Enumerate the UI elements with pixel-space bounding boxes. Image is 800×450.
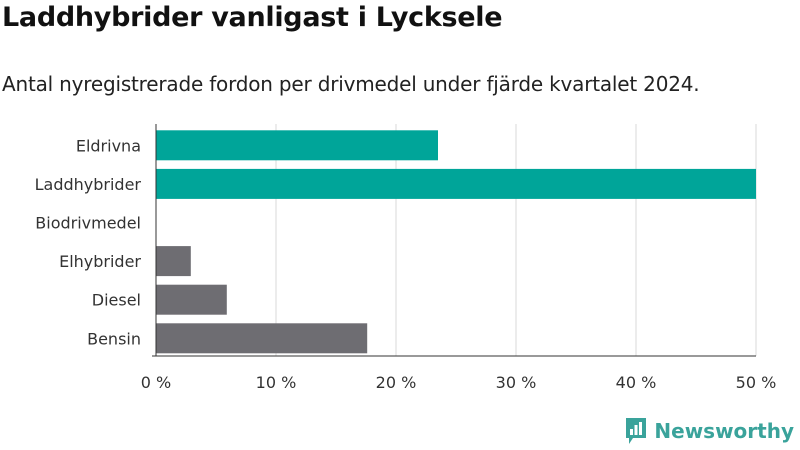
category-label: Elhybrider [59,252,141,271]
x-tick-label: 20 % [376,373,417,392]
category-label: Laddhybrider [35,175,142,194]
chart-subtitle: Antal nyregistrerade fordon per drivmede… [2,72,700,96]
x-tick-label: 10 % [256,373,297,392]
category-label: Eldrivna [76,136,141,155]
x-tick-label: 40 % [616,373,657,392]
x-tick-label: 50 % [736,373,777,392]
bar [156,323,368,354]
category-label: Biodrivmedel [35,214,141,233]
brand-logo: Newsworthy [624,416,794,446]
category-label: Bensin [87,329,141,348]
newsworthy-logo-icon [626,418,647,444]
bar [156,246,191,277]
brand-name: Newsworthy [654,419,794,443]
category-label: Diesel [92,291,141,310]
bar [156,284,227,315]
bar [156,168,756,199]
chart-title: Laddhybrider vanligast i Lycksele [2,2,503,33]
bar [156,130,438,161]
x-tick-label: 0 % [141,373,171,392]
x-tick-label: 30 % [496,373,537,392]
